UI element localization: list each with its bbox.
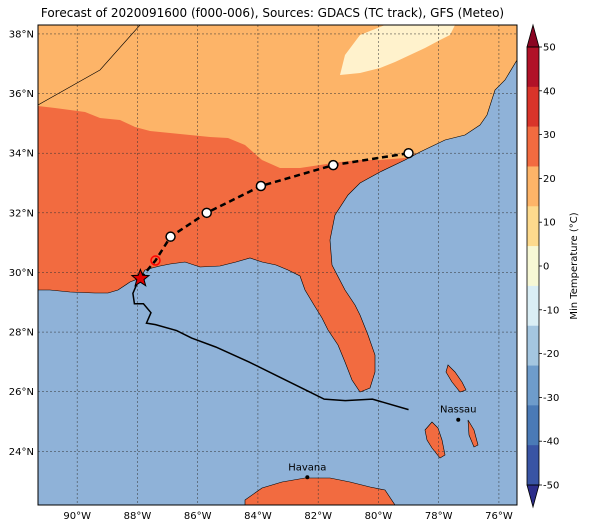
axis-tick-labels: 24°N 26°N 28°N 30°N 32°N 34°N 36°N 38°N 90°W 88°W… xyxy=(9,29,513,522)
lat-tick-label: 38°N xyxy=(9,29,34,40)
coastline xyxy=(445,364,467,393)
colorbar-segment xyxy=(527,246,539,287)
forecast-point xyxy=(327,159,339,171)
forecast-point xyxy=(150,255,161,266)
city-dot xyxy=(305,475,310,480)
coastline xyxy=(424,421,446,459)
colorbar-segment xyxy=(527,86,539,127)
current-position xyxy=(130,267,151,287)
gridlines xyxy=(38,25,517,505)
colorbar-tick-label: 40 xyxy=(543,86,556,97)
lat-tick-label: 24°N xyxy=(9,447,34,458)
forecast-point xyxy=(255,180,267,192)
colorbar-tick-label: -50 xyxy=(543,481,559,492)
colorbar-tick-label: 30 xyxy=(543,130,556,141)
colorbar-extend-max xyxy=(526,23,540,48)
coastline xyxy=(467,419,479,448)
forecast-point xyxy=(201,207,212,219)
cuba xyxy=(245,478,395,505)
lat-tick-label: 26°N xyxy=(9,387,34,398)
forecast-point xyxy=(165,231,176,242)
current-position-star xyxy=(130,267,151,287)
cities: Havana Nassau xyxy=(288,405,477,480)
colorbar-segment xyxy=(527,126,539,167)
map-frame xyxy=(37,24,518,506)
colorbar-tick-label: 10 xyxy=(543,218,556,229)
colorbar-segment xyxy=(527,166,539,207)
lat-tick-label: 28°N xyxy=(9,328,34,339)
coastline xyxy=(244,477,396,505)
lon-tick-label: 78°W xyxy=(425,511,453,522)
colorbar-tick-label: 50 xyxy=(543,43,556,54)
past-track xyxy=(132,277,409,411)
colorbar-segment xyxy=(527,405,539,446)
colorbar-tick-label: -20 xyxy=(543,349,559,360)
colorbar: -50 -40 -30 -20 -10 0 10 20 30 40 50 Min Temperatur… xyxy=(526,23,580,509)
colorbar-segment xyxy=(527,325,539,366)
forecast-track xyxy=(139,147,414,280)
forecast-point xyxy=(403,147,414,159)
colorbar-extend-min xyxy=(526,484,540,509)
city-label: Havana xyxy=(288,462,326,473)
lon-tick-label: 90°W xyxy=(63,511,91,522)
band-0-10 xyxy=(340,25,455,75)
colorbar-tick-label: -10 xyxy=(543,305,559,316)
lon-tick-label: 82°W xyxy=(304,511,332,522)
colorbar-segment xyxy=(527,206,539,247)
lat-tick-label: 36°N xyxy=(9,89,34,100)
lon-tick-label: 88°W xyxy=(124,511,152,522)
lon-tick-label: 86°W xyxy=(184,511,212,522)
colorbar-segment xyxy=(527,365,539,406)
lat-tick-label: 32°N xyxy=(9,208,34,219)
lon-tick-label: 84°W xyxy=(244,511,272,522)
colorbar-segment xyxy=(527,285,539,327)
colorbar-label: Min Temperature (°C) xyxy=(569,212,580,319)
lat-tick-label: 34°N xyxy=(9,149,34,160)
bahamas-eleuthera xyxy=(468,420,478,447)
lon-tick-label: 80°W xyxy=(365,511,393,522)
city-label: Nassau xyxy=(440,405,477,416)
bahamas-abaco xyxy=(446,365,466,392)
map-area: Havana Nassau xyxy=(38,25,517,505)
lat-tick-label: 30°N xyxy=(9,268,34,279)
city-dot xyxy=(456,417,461,422)
colorbar-tick-label: 0 xyxy=(543,262,549,273)
colorbar-segment xyxy=(527,47,539,88)
colorbar-tick-label: 20 xyxy=(543,174,556,185)
lon-tick-label: 76°W xyxy=(485,511,513,522)
colorbar-tick-label: -40 xyxy=(543,437,559,448)
past-track-line xyxy=(132,277,409,411)
colorbar-tick-label: -30 xyxy=(543,393,559,404)
colorbar-segment xyxy=(527,445,539,486)
map-title: Forecast of 2020091600 (f000-006), Sourc… xyxy=(40,6,505,20)
bahamas-andros xyxy=(425,422,445,458)
